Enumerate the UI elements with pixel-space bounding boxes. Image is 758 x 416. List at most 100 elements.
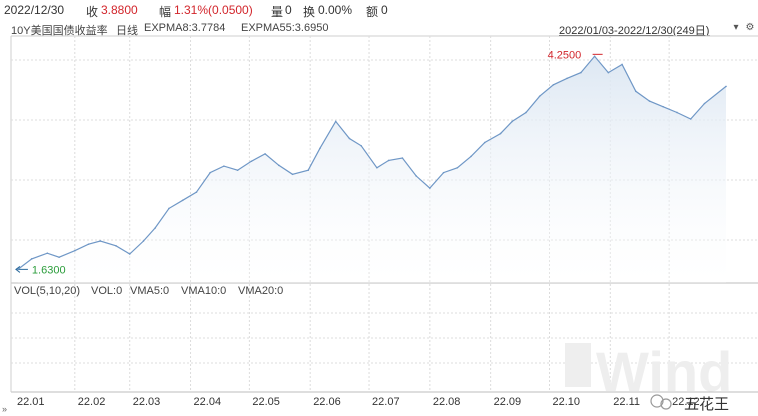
data-point (195, 191, 198, 193)
data-point (128, 253, 131, 255)
change-value: 1.31%(0.0500) (174, 3, 253, 17)
data-point (593, 55, 596, 58)
data-point (264, 153, 266, 155)
x-tick-label: 22.11 (613, 396, 640, 408)
volume-value: 0 (285, 3, 292, 17)
data-point (689, 118, 692, 120)
data-point (703, 102, 706, 105)
data-point (74, 249, 76, 252)
data-point (376, 166, 378, 169)
x-tick-label: 22.12 (672, 396, 700, 408)
data-point (250, 160, 253, 163)
data-point (58, 256, 60, 259)
vma10-value: VMA10:0 (181, 285, 227, 297)
data-point (525, 111, 527, 114)
x-tick-label: 22.02 (78, 396, 106, 408)
data-point (566, 77, 568, 80)
data-point (168, 207, 170, 210)
period-label[interactable]: 日线 (116, 25, 138, 37)
close-label: 收 (86, 5, 99, 19)
data-point (334, 120, 337, 123)
data-point (429, 187, 431, 189)
data-point (17, 268, 19, 271)
x-tick-label: 22.04 (194, 396, 222, 408)
series-area (17, 56, 726, 283)
security-name: 10Y美国国债收益率 (11, 25, 108, 37)
data-point (725, 85, 727, 88)
change-label: 幅 (159, 5, 172, 19)
data-point (607, 71, 610, 74)
vma5-value: VMA5:0 (130, 285, 170, 297)
data-point (442, 171, 445, 174)
data-point (223, 165, 225, 167)
ema55-value: EXPMA55:3.6950 (241, 22, 329, 34)
amount-label: 额 (366, 5, 379, 19)
data-point (470, 155, 472, 158)
x-tick-label: 22.06 (313, 396, 341, 408)
wind-watermark: Wind (565, 340, 732, 403)
data-point (415, 175, 417, 177)
data-point (209, 171, 211, 174)
x-tick-label: 22.08 (433, 396, 461, 408)
x-tick-label: 22.07 (372, 396, 400, 408)
data-point (142, 240, 145, 242)
data-point (662, 105, 665, 108)
x-tick-label: 22.01 (17, 396, 45, 408)
vma20-value: VMA20:0 (238, 285, 284, 297)
x-tick-label: 22.10 (553, 396, 581, 408)
turnover-label: 换 (303, 5, 316, 19)
data-point (621, 63, 623, 66)
account-watermark: 五花王 (650, 394, 729, 413)
annotations: 1.6300 4.2500 (15, 49, 603, 276)
data-point (99, 240, 102, 242)
chevron-down-icon[interactable]: ▾ (733, 22, 739, 33)
min-value-label: 1.6300 (32, 264, 66, 276)
wechat-icon (650, 394, 664, 408)
data-point (538, 95, 541, 97)
data-point (648, 100, 651, 102)
gear-icon[interactable]: ⚙ (745, 22, 755, 33)
data-point (552, 84, 555, 86)
close-value: 3.8800 (101, 3, 138, 17)
data-point (236, 169, 239, 171)
data-point (511, 120, 514, 123)
quote-bar: 2022/12/30 收 3.8800 幅 1.31%(0.0500) 量 0 … (0, 0, 758, 20)
data-point (30, 258, 33, 260)
data-point (307, 169, 310, 171)
data-point (87, 243, 90, 246)
wechat-bubble-icon (660, 398, 672, 410)
amount-value: 0 (381, 3, 388, 17)
turnover-value: 0.00% (318, 3, 353, 17)
data-point (360, 145, 362, 147)
vol-value: VOL:0 (91, 285, 123, 297)
data-point (319, 147, 321, 150)
data-point (483, 141, 486, 144)
data-point (676, 111, 678, 114)
volume-label: 量 (271, 5, 284, 19)
account-name: 五花王 (684, 396, 729, 413)
data-point (387, 159, 390, 162)
series-line (17, 55, 727, 270)
data-point (580, 71, 582, 74)
x-axis-ticks: 22.01 22.02 22.03 22.04 22.05 22.06 22.07 22.08… (17, 396, 700, 408)
vol-label: VOL(5,10,20) (14, 285, 81, 297)
x-tick-label: 22.05 (252, 396, 280, 408)
x-tick-label: 22.03 (133, 396, 161, 408)
data-point (154, 227, 157, 229)
scroll-left-icon[interactable]: » (2, 404, 8, 414)
data-point (278, 164, 280, 167)
data-point (181, 199, 184, 202)
quote-date: 2022/12/30 (4, 3, 65, 17)
ema8-value: EXPMA8:3.7784 (144, 22, 226, 34)
data-point (46, 252, 49, 254)
x-tick-label: 22.09 (494, 396, 522, 408)
date-range[interactable]: 2022/01/03-2022/12/30(249日) (559, 25, 710, 37)
data-point (348, 137, 351, 140)
max-value-label: 4.2500 (548, 49, 582, 61)
data-point (635, 90, 637, 93)
watermark-brand: Wind (596, 340, 732, 403)
data-point (115, 245, 117, 247)
data-point (499, 132, 502, 135)
data-point (291, 173, 294, 176)
